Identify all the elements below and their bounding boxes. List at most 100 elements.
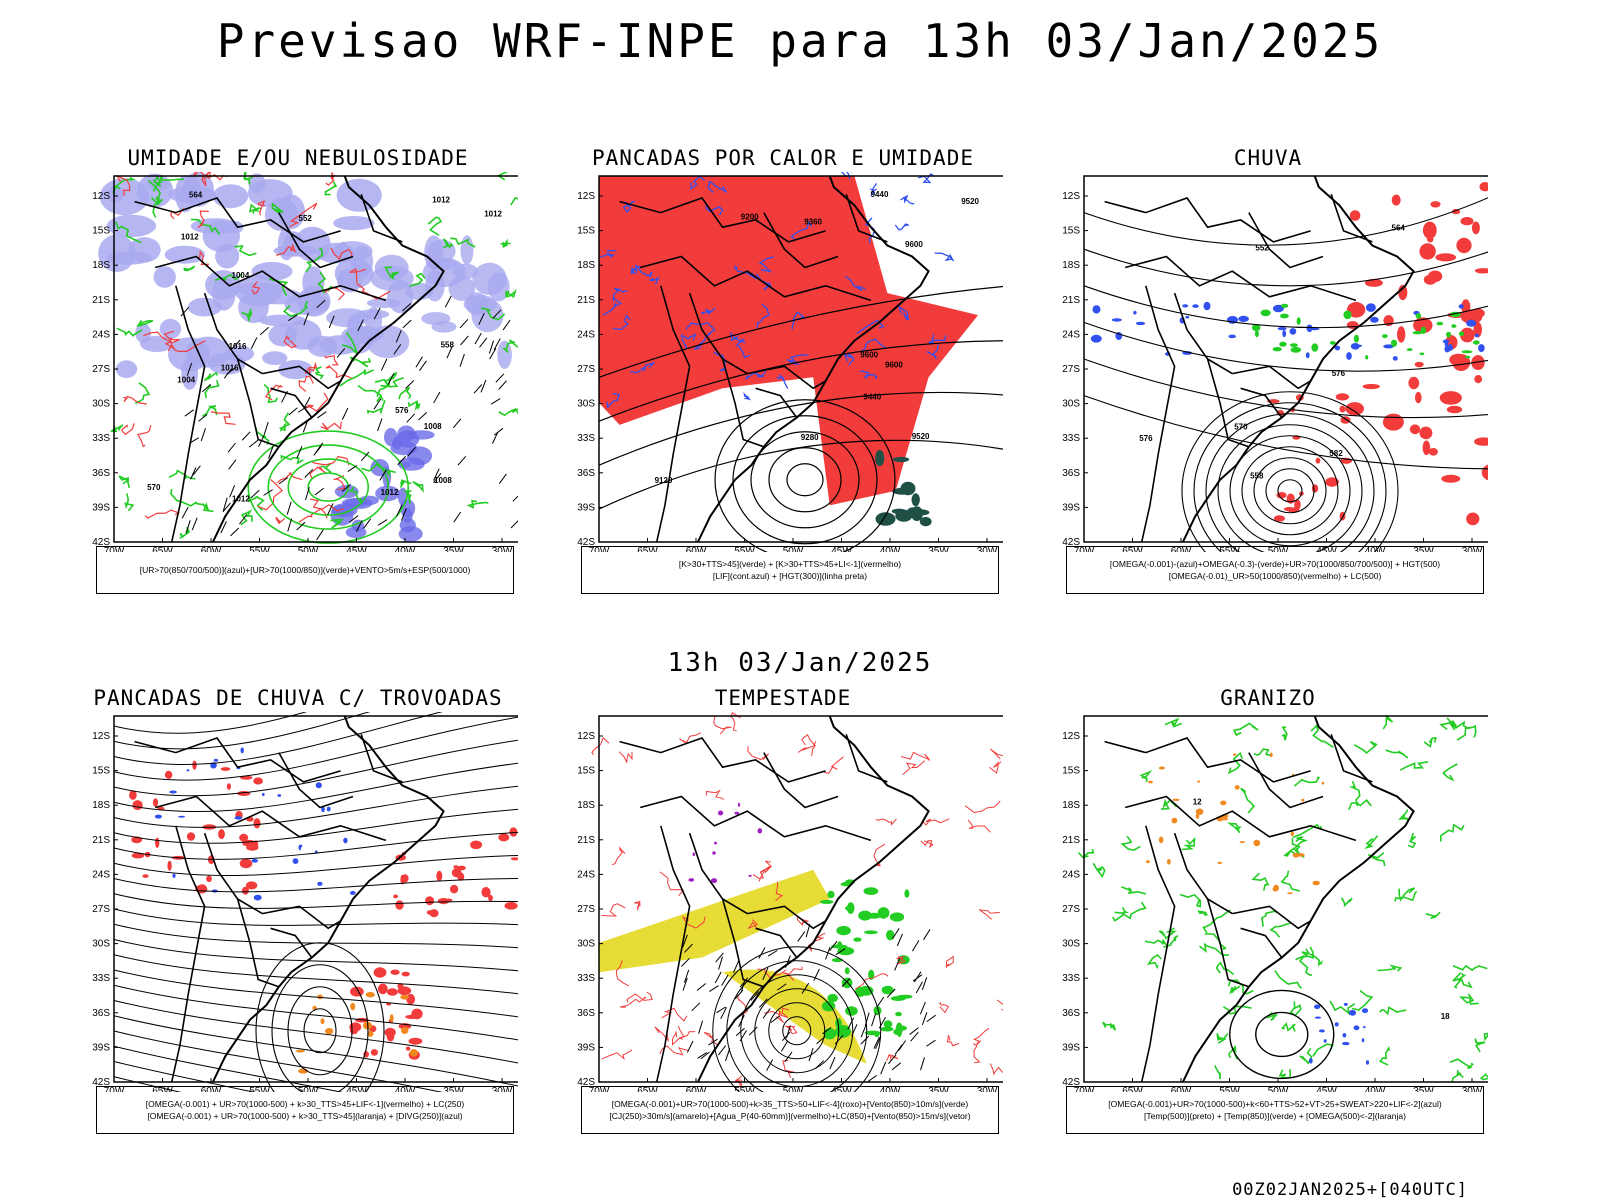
temp850-contour bbox=[1283, 847, 1305, 859]
storm-red bbox=[142, 874, 149, 878]
temp850-contour bbox=[1367, 852, 1386, 867]
humidity-shade bbox=[107, 185, 124, 203]
storm-red bbox=[425, 896, 435, 906]
storm-orange bbox=[367, 1030, 374, 1037]
green-contour bbox=[268, 277, 289, 296]
rain-red bbox=[1428, 448, 1438, 456]
red-dashed-contour bbox=[264, 384, 283, 401]
hail-blue bbox=[1342, 1033, 1347, 1038]
green-contour bbox=[510, 196, 518, 206]
lon-label: 70W bbox=[104, 1086, 125, 1092]
rain-green bbox=[1458, 331, 1465, 337]
wind-vector bbox=[227, 442, 236, 453]
wind-vector bbox=[341, 407, 349, 420]
wind-vector bbox=[457, 455, 467, 466]
state-border bbox=[747, 365, 827, 390]
lat-label: 42S bbox=[92, 537, 110, 548]
wind-vector bbox=[327, 503, 334, 516]
wind-vector bbox=[708, 1038, 718, 1046]
omega-orange bbox=[1158, 766, 1165, 770]
map-panel-chuva: CHUVA 582 576 570 564 558 552 576 12S 15S 18S 21S 2… bbox=[1048, 146, 1548, 616]
lif-contour bbox=[743, 392, 752, 401]
lif-contour bbox=[649, 276, 660, 285]
streamline bbox=[113, 762, 518, 813]
state-border bbox=[278, 752, 354, 809]
temp850-contour bbox=[1398, 887, 1416, 902]
wind-vector bbox=[873, 1036, 880, 1049]
temp850-contour bbox=[1226, 822, 1241, 834]
green-contour bbox=[241, 308, 253, 322]
wind-vector bbox=[341, 483, 352, 492]
rain-blue bbox=[1192, 304, 1199, 308]
temp850-contour bbox=[1453, 973, 1467, 989]
wind-vector bbox=[373, 398, 382, 410]
wind-vector bbox=[502, 319, 511, 331]
precip-water-contour bbox=[875, 818, 897, 826]
red-dashed-contour bbox=[349, 268, 367, 283]
contour-label: 570 bbox=[147, 483, 161, 492]
wind-green bbox=[827, 890, 835, 899]
legend-box: [OMEGA(-0.001)-(azul)+OMEGA(-0.3)-(verde… bbox=[1066, 546, 1484, 594]
storm-red bbox=[429, 909, 439, 918]
lat-label: 12S bbox=[1062, 191, 1080, 202]
red-dashed-contour bbox=[309, 498, 345, 512]
green-contour bbox=[409, 272, 426, 287]
lat-label: 39S bbox=[577, 502, 595, 513]
precip-water-contour bbox=[615, 960, 630, 987]
wind-vector bbox=[784, 1051, 793, 1063]
map-frame bbox=[598, 715, 1003, 1083]
streamline bbox=[287, 986, 353, 1076]
green-contour bbox=[339, 369, 374, 387]
lon-label: 70W bbox=[1074, 1086, 1095, 1092]
lon-label: 60W bbox=[1171, 1086, 1192, 1092]
wind-vector bbox=[758, 947, 766, 959]
green-contour bbox=[502, 339, 518, 353]
storm-purple bbox=[748, 874, 752, 877]
temp850-contour bbox=[1092, 862, 1106, 879]
lon-label: 30W bbox=[492, 1086, 513, 1092]
green-contour bbox=[247, 430, 410, 544]
rain-green bbox=[1289, 343, 1298, 347]
wind-vector bbox=[263, 489, 273, 496]
humidity-shade bbox=[366, 325, 410, 359]
precip-water-contour bbox=[945, 955, 954, 968]
wind-vector bbox=[396, 504, 403, 517]
storm-red bbox=[132, 800, 143, 811]
green-contour bbox=[481, 307, 506, 321]
wind-green bbox=[873, 1006, 882, 1016]
lat-label: 33S bbox=[92, 973, 110, 984]
wind-vector bbox=[474, 332, 482, 345]
wind-vector bbox=[709, 985, 719, 992]
wind-vector bbox=[313, 445, 322, 456]
temp850-contour bbox=[1341, 897, 1353, 908]
lif-contour bbox=[859, 370, 877, 380]
omega-orange bbox=[1321, 781, 1325, 785]
lon-label: 50W bbox=[783, 1086, 804, 1092]
lif-contour bbox=[776, 373, 789, 389]
temp850-contour bbox=[1232, 722, 1259, 737]
rain-red bbox=[1315, 457, 1321, 464]
temp850-contour bbox=[1407, 832, 1417, 849]
red-dashed-contour bbox=[276, 472, 303, 484]
lif-contour bbox=[841, 172, 852, 180]
wind-vector bbox=[801, 982, 810, 994]
humidity-shade-strong bbox=[358, 495, 379, 506]
lif-contour bbox=[730, 331, 746, 344]
wind-vector bbox=[926, 1039, 936, 1047]
green-contour bbox=[320, 462, 332, 474]
storm-red bbox=[450, 884, 459, 894]
wind-vector bbox=[220, 521, 227, 534]
wind-green bbox=[845, 1006, 858, 1016]
omega-orange bbox=[1195, 813, 1200, 819]
map-granizo: 18 12 12S 15S 18S 21S 24S 27S 30S 33S 36S 39S 42S70W… bbox=[1062, 714, 1488, 1092]
wind-vector bbox=[921, 977, 928, 991]
humidity-shade bbox=[115, 360, 138, 379]
green-contour bbox=[349, 356, 372, 368]
humidity-shade bbox=[278, 360, 313, 380]
rain-blue bbox=[1133, 310, 1137, 315]
wind-vector bbox=[767, 950, 778, 957]
hail-blue bbox=[1309, 1058, 1313, 1064]
streamline bbox=[113, 878, 518, 893]
legend-line: [OMEGA(-0.001)-(azul)+OMEGA(-0.3)-(verde… bbox=[1109, 559, 1441, 569]
